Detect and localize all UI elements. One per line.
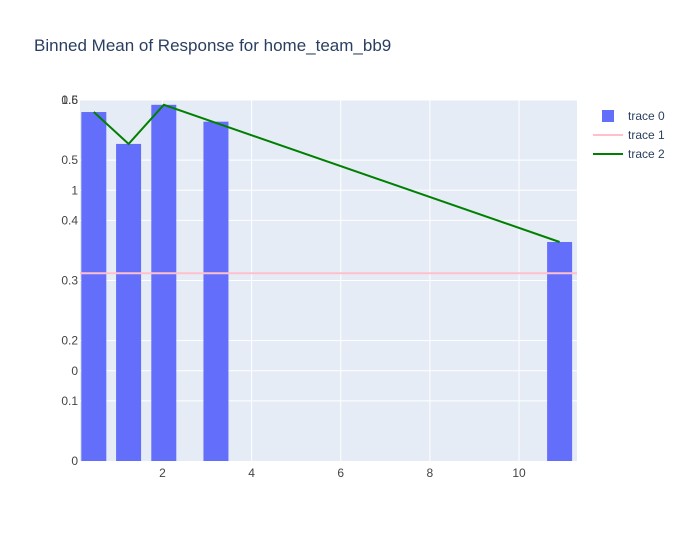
x-tick-label: 8	[427, 466, 434, 480]
y-tick-label: 0.1	[61, 394, 78, 408]
bar	[203, 121, 229, 461]
y2-tick-label: 1	[71, 183, 78, 197]
y-tick-label: 0.3	[61, 274, 78, 288]
bar	[116, 143, 142, 461]
y-tick-label: 0.4	[61, 213, 78, 227]
chart-title: Binned Mean of Response for home_team_bb…	[34, 36, 391, 55]
bar	[151, 104, 177, 462]
legend-label: trace 2	[628, 147, 665, 161]
x-tick-label: 2	[159, 466, 166, 480]
legend-label: trace 0	[628, 109, 665, 123]
x-tick-label: 6	[337, 466, 344, 480]
x-tick-label: 4	[248, 466, 255, 480]
y2-tick-label: 0	[71, 364, 78, 378]
axis-labels: 2 4 6 8 10 0 0.1 0.2 0.3 0.4 0.5 0.6 0 1 1.5	[61, 93, 526, 480]
bar	[547, 241, 573, 461]
y-tick-label: 0.5	[61, 153, 78, 167]
legend-swatch-bar	[602, 110, 614, 122]
x-tick-label: 10	[512, 466, 526, 480]
y2-tick-label: 1.5	[61, 93, 78, 107]
chart-marks	[80, 103, 577, 462]
y-tick-label: 0.6	[61, 93, 78, 107]
legend: trace 0 trace 1 trace 2	[593, 109, 665, 161]
bar	[81, 112, 107, 462]
series-line-trace-2	[93, 103, 560, 243]
y-tick-label: 0	[71, 454, 78, 468]
legend-label: trace 1	[628, 128, 665, 142]
y-tick-label: 0.2	[61, 334, 78, 348]
